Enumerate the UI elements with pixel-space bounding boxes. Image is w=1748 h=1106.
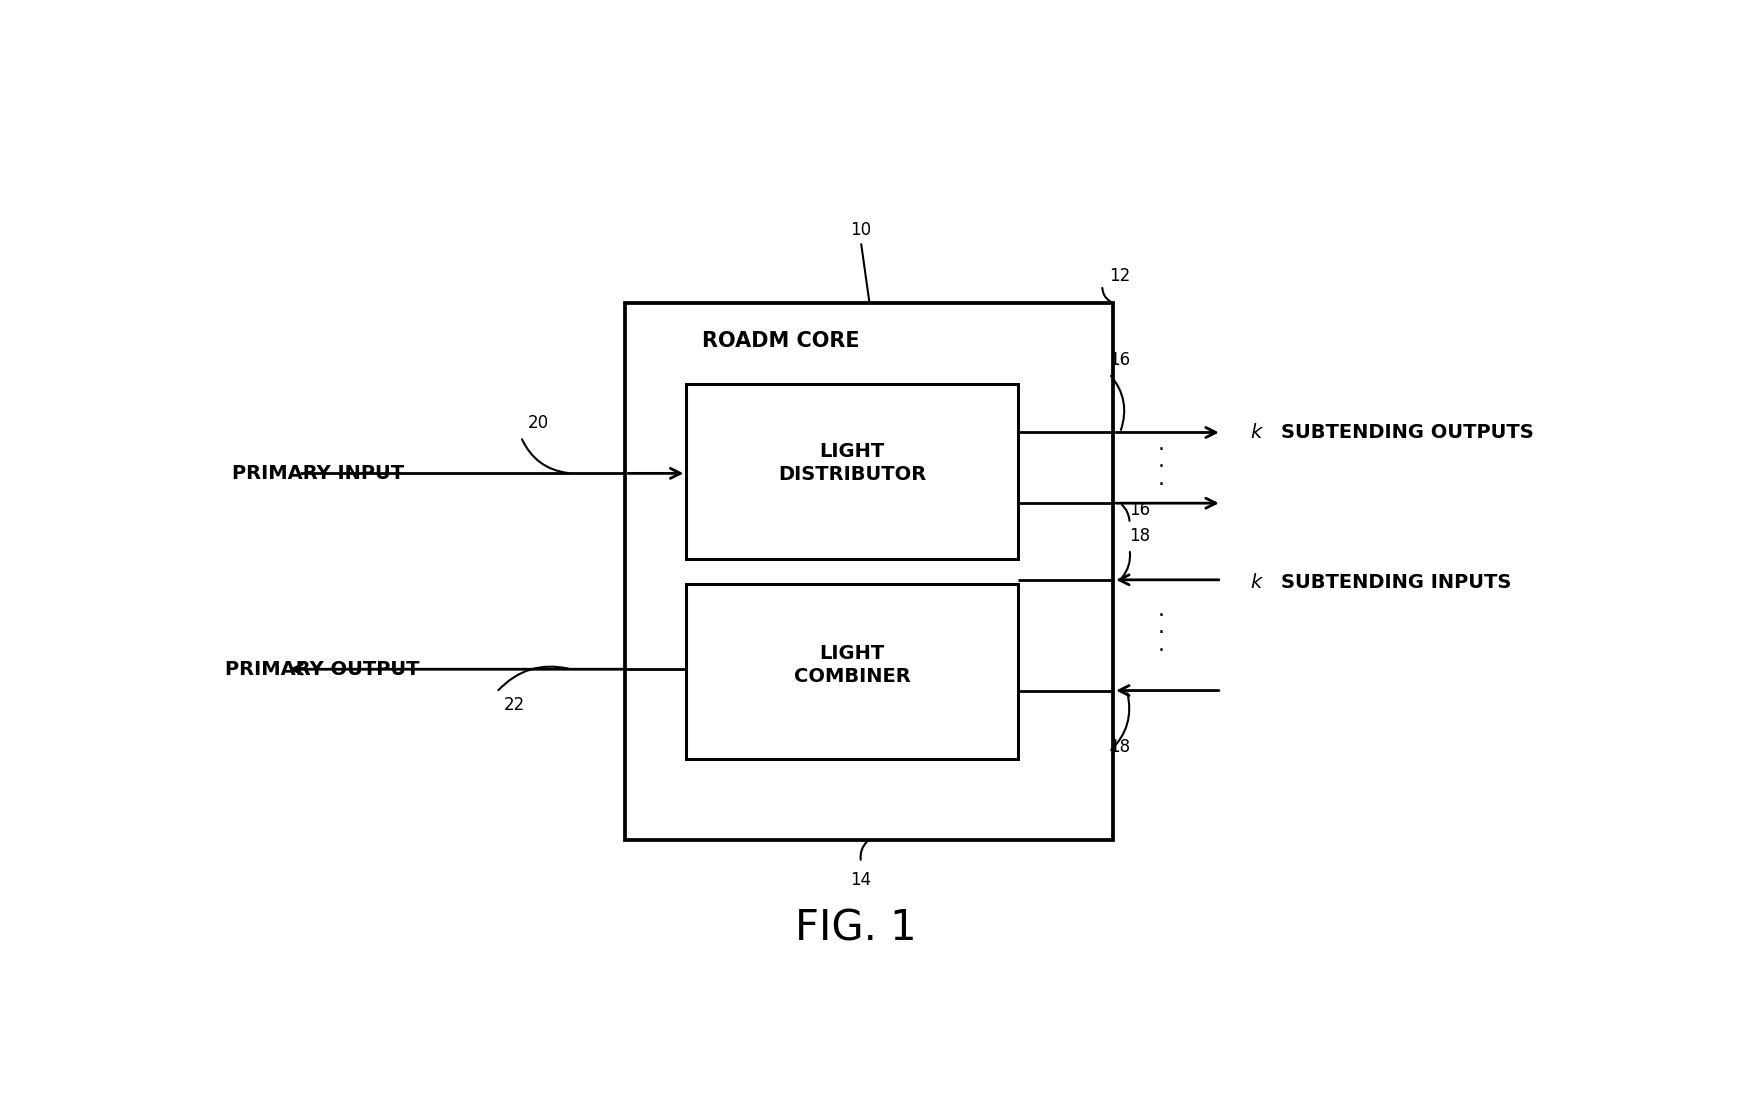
Text: SUBTENDING OUTPUTS: SUBTENDING OUTPUTS <box>1281 422 1533 442</box>
Text: 20: 20 <box>528 415 549 432</box>
Text: 16: 16 <box>1108 352 1129 369</box>
Text: 18: 18 <box>1129 526 1150 545</box>
Text: SUBTENDING INPUTS: SUBTENDING INPUTS <box>1281 573 1510 592</box>
Text: 22: 22 <box>503 697 524 714</box>
Bar <box>626 303 1113 839</box>
Text: 18: 18 <box>1108 738 1129 757</box>
Text: k: k <box>1252 573 1269 592</box>
Text: k: k <box>1252 422 1269 442</box>
Text: ·
·
·: · · · <box>1157 606 1164 661</box>
Text: LIGHT
DISTRIBUTOR: LIGHT DISTRIBUTOR <box>778 442 926 484</box>
Text: 12: 12 <box>1108 268 1129 285</box>
Text: 10: 10 <box>850 221 871 239</box>
Text: LIGHT
COMBINER: LIGHT COMBINER <box>794 644 911 686</box>
Text: 16: 16 <box>1129 501 1150 520</box>
Text: 14: 14 <box>850 872 871 889</box>
Bar <box>685 584 1017 759</box>
Bar <box>685 384 1017 559</box>
Text: ·
·
·: · · · <box>1157 440 1164 495</box>
Text: FIG. 1: FIG. 1 <box>794 908 916 950</box>
Text: ROADM CORE: ROADM CORE <box>703 332 860 352</box>
Text: PRIMARY OUTPUT: PRIMARY OUTPUT <box>225 660 420 679</box>
Text: PRIMARY INPUT: PRIMARY INPUT <box>232 463 404 483</box>
